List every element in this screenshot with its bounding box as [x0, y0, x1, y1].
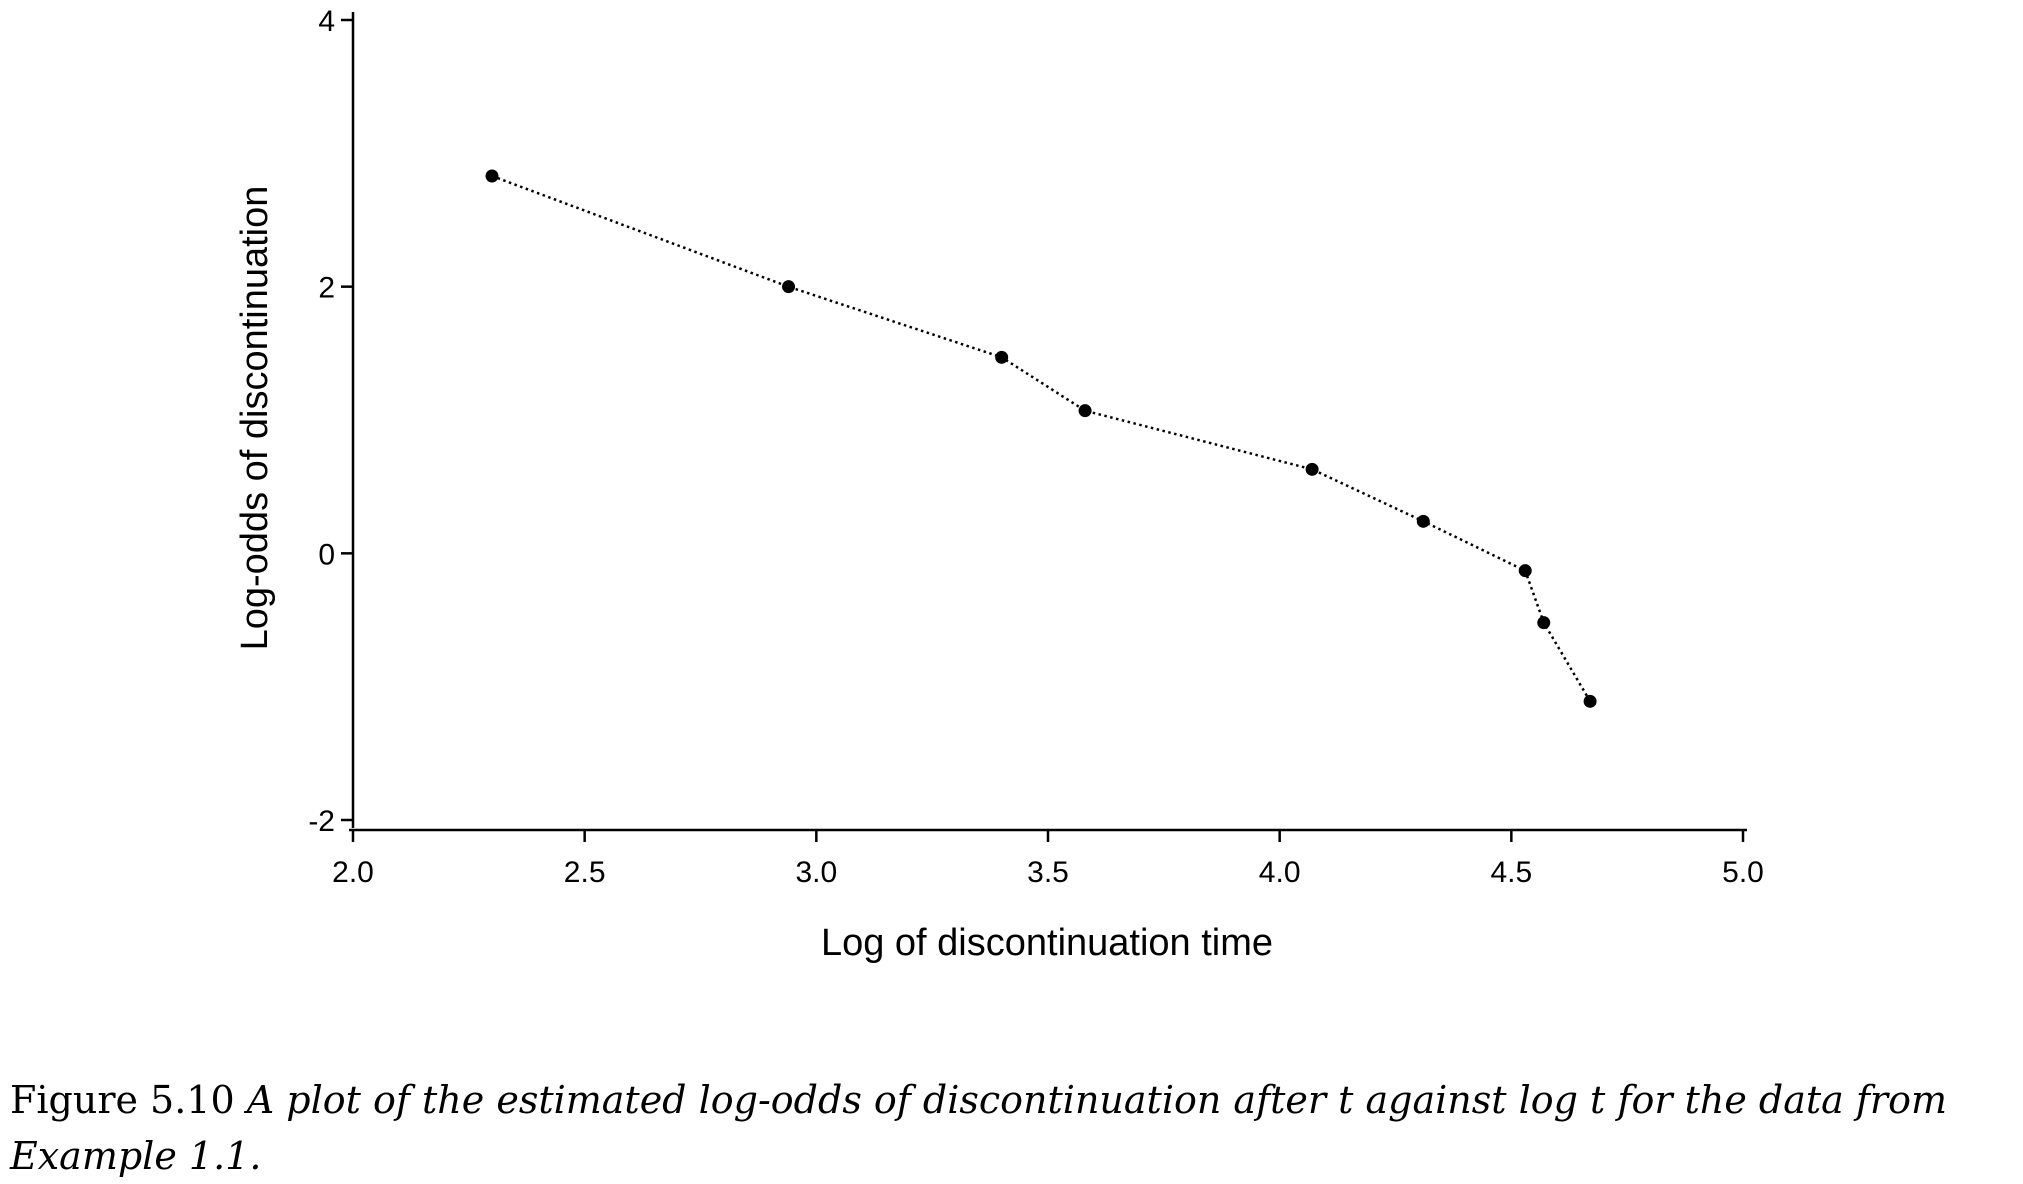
- series-line: [491, 174, 1592, 702]
- x-axis: 2.0 2.5 3.0 3.5 4.0 4.5 5.0: [332, 828, 1764, 889]
- x-tick-label: 4.5: [1490, 856, 1532, 889]
- x-tick-label: 4.0: [1259, 856, 1301, 889]
- figure-caption-text: A plot of the estimated log-odds of disc…: [10, 1078, 1948, 1178]
- data-point: [995, 350, 1009, 364]
- y-tick-label: 2: [318, 272, 335, 305]
- x-axis-title: Log of discontinuation time: [821, 922, 1273, 964]
- data-point: [1518, 564, 1532, 578]
- figure-caption-number: Figure 5.10: [10, 1078, 235, 1122]
- y-tick-label: 4: [318, 5, 335, 38]
- data-point: [1537, 616, 1551, 630]
- x-tick-label: 3.0: [795, 856, 837, 889]
- figure-caption: Figure 5.10 A plot of the estimated log-…: [10, 1072, 2015, 1184]
- y-axis-title: Log-odds of discontinuation: [234, 186, 276, 651]
- y-tick-label: -2: [308, 805, 335, 838]
- data-point: [1078, 404, 1092, 418]
- x-tick-label: 2.5: [564, 856, 606, 889]
- data-point: [485, 169, 499, 183]
- x-tick-label: 5.0: [1722, 856, 1764, 889]
- data-point: [1416, 514, 1430, 528]
- data-point: [1305, 462, 1319, 476]
- x-tick-label: 2.0: [332, 856, 374, 889]
- data-point: [782, 280, 796, 294]
- series-points: [485, 169, 1597, 708]
- y-axis: -2 0 2 4: [308, 5, 355, 838]
- log-odds-chart: -2 0 2 4 2.0 2.5 3.0 3.5 4.0 4.5 5.0 Log of disco…: [234, 5, 1764, 964]
- y-tick-label: 0: [318, 538, 335, 571]
- x-tick-label: 3.5: [1027, 856, 1069, 889]
- data-point: [1583, 694, 1597, 708]
- series-polyline: [491, 174, 1592, 702]
